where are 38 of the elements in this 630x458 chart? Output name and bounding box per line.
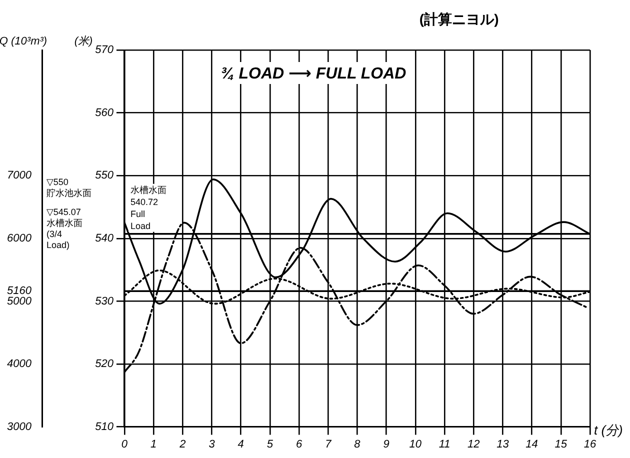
x-tick-label: 14 [526,438,538,450]
x-tick-label: 15 [554,438,568,450]
y2-axis-title: Q (10³m³) [0,36,48,48]
chart-subtitle: (計算ニヨル) [419,10,499,27]
x-tick-label: 0 [121,438,128,450]
y2-tick-label: 4000 [6,358,32,370]
y-tick-label: 520 [95,358,114,370]
x-tick-label: 16 [584,438,597,450]
x-tick-label: 9 [383,438,390,450]
x-tick-label: 6 [296,438,303,450]
y-tick-label: 570 [95,44,114,56]
text: ¾ LOAD ⟶ FULL LOAD [220,65,407,82]
y-tick-label: 550 [95,170,114,182]
text: ▽550 貯水池水面 [46,177,92,198]
x-tick-label: 3 [208,438,216,450]
y-tick-label: 530 [95,295,114,308]
annotation: 水槽水面 540.72 Full Load [130,184,166,231]
y2-tick-label: 6000 [6,232,32,244]
y2-tick-label: 7000 [6,170,32,182]
x-tick-label: 4 [238,438,244,450]
x-tick-label: 1 [150,438,157,450]
x-tick-label: 8 [354,438,362,450]
x-tick-label: 12 [467,438,480,450]
y-tick-label: 510 [95,420,114,433]
text: ▽545.07 水槽水面 (3/4 Load) [46,207,82,250]
y-tick-label: 540 [95,232,114,244]
y-tick-label: 560 [95,106,114,119]
y2-tick-label: 5000 [6,295,32,308]
x-tick-label: 5 [266,438,274,450]
x-tick-label: 7 [325,438,332,450]
x-tick-label: 11 [438,438,450,450]
x-tick-label: 2 [178,438,186,450]
x-tick-label: 10 [409,438,422,450]
y2-tick-label: 5160 [6,285,32,298]
y2-tick-label: 3000 [6,420,32,433]
x-axis-title: t (分) [594,422,623,438]
y-axis-title: (米) [74,34,93,48]
x-tick-label: 13 [496,438,510,450]
